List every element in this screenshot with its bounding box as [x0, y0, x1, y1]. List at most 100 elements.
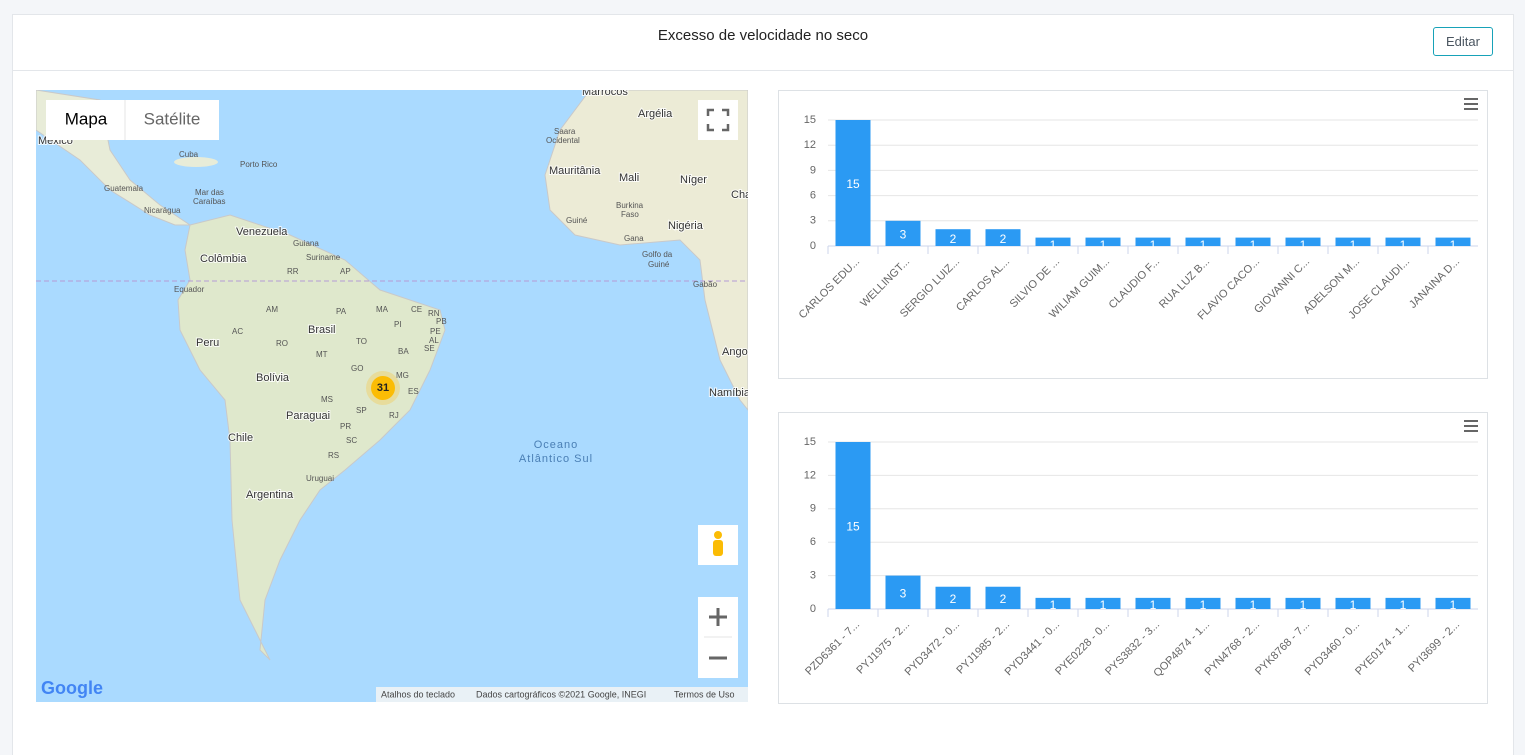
x-tick-label: WELLINGT...	[858, 256, 912, 310]
y-tick-label: 12	[804, 469, 816, 481]
map-type-control	[46, 100, 219, 140]
x-tick-label: PZD6361 - 7...	[803, 619, 862, 678]
bar[interactable]	[1085, 237, 1121, 246]
y-tick-label: 6	[810, 190, 816, 202]
place-label: Bolívia	[256, 372, 290, 384]
place-label: PB	[436, 317, 447, 326]
place-label: Suriname	[306, 253, 341, 262]
data-label: 3	[900, 586, 907, 600]
place-label: CE	[411, 305, 422, 314]
y-tick-label: 6	[810, 536, 816, 548]
place-label: Mali	[619, 172, 639, 184]
bar[interactable]	[1285, 237, 1321, 246]
satellite-button[interactable]: Satélite	[144, 109, 201, 128]
place-label: BA	[398, 347, 409, 356]
place-label: MA	[376, 305, 389, 314]
x-tick-label: CARLOS EDU...	[797, 256, 863, 322]
bar[interactable]	[985, 586, 1021, 609]
place-label: ES	[408, 387, 419, 396]
data-label: 1	[1400, 598, 1407, 612]
place-label: Colômbia	[200, 253, 247, 265]
bar[interactable]	[1235, 237, 1271, 246]
place-label: RN	[428, 309, 440, 318]
map-button[interactable]: Mapa	[65, 109, 108, 128]
place-label: Nigéria	[668, 220, 704, 232]
bar[interactable]	[1135, 237, 1171, 246]
y-tick-label: 9	[810, 503, 816, 515]
fullscreen-button[interactable]	[698, 100, 738, 140]
place-label: Faso	[621, 210, 639, 219]
chart-menu-button[interactable]	[1464, 420, 1478, 432]
place-label: Burkina	[616, 201, 644, 210]
y-tick-label: 0	[810, 603, 816, 615]
bar[interactable]	[1185, 237, 1221, 246]
attribution[interactable]: Atalhos do teclado	[381, 689, 455, 699]
place-label: Golfo da	[642, 250, 673, 259]
y-tick-label: 12	[804, 139, 816, 151]
place-label: Atlântico Sul	[519, 453, 593, 465]
place-label: TO	[356, 337, 367, 346]
data-label: 1	[1150, 238, 1157, 252]
data-label: 15	[846, 520, 860, 534]
bar[interactable]	[1035, 237, 1071, 246]
land	[177, 214, 446, 661]
bar[interactable]	[1385, 597, 1421, 609]
bar[interactable]	[985, 229, 1021, 246]
data-label: 1	[1450, 238, 1457, 252]
land	[544, 90, 748, 411]
attribution: Dados cartográficos ©2021 Google, INEGI	[476, 689, 646, 699]
place-label: Caraíbas	[193, 197, 225, 206]
bar[interactable]	[885, 575, 921, 609]
place-label: Ango	[722, 346, 748, 358]
place-label: SE	[424, 344, 435, 353]
place-label: Argentina	[246, 489, 294, 501]
place-label: Mauritânia	[549, 165, 601, 177]
chart-panel: 0 3 6 9 12 15 15 PZD6361 - 7... 3 PYJ1975 - 2... 2…	[778, 412, 1488, 704]
bar[interactable]	[1335, 237, 1371, 246]
place-label: AM	[266, 305, 278, 314]
bar[interactable]	[1385, 237, 1421, 246]
place-label: Gabão	[693, 280, 718, 289]
place-label: RJ	[389, 411, 399, 420]
bar[interactable]	[1435, 597, 1471, 609]
bar[interactable]	[1185, 597, 1221, 609]
data-label: 1	[1450, 598, 1457, 612]
bar[interactable]	[1085, 597, 1121, 609]
place-label: SC	[346, 436, 357, 445]
bar[interactable]	[835, 442, 871, 609]
bar[interactable]	[1285, 597, 1321, 609]
cluster-marker[interactable]	[371, 376, 395, 400]
data-label: 1	[1050, 238, 1057, 252]
place-label: Namíbia	[709, 387, 748, 399]
attribution[interactable]: Termos de Uso	[674, 689, 735, 699]
place-label: Brasil	[308, 324, 336, 336]
y-tick-label: 3	[810, 570, 816, 582]
bar[interactable]	[1135, 597, 1171, 609]
data-label: 1	[1100, 598, 1107, 612]
bar[interactable]	[1035, 597, 1071, 609]
bar[interactable]	[1435, 237, 1471, 246]
place-label: Cha	[731, 189, 748, 201]
data-label: 2	[1000, 232, 1007, 246]
map[interactable]: Marrocos Argélia México Cuba Porto Rico …	[36, 90, 748, 702]
bar[interactable]	[1235, 597, 1271, 609]
card-title: Excesso de velocidade no seco	[657, 27, 869, 44]
edit-button[interactable]: Editar	[1433, 27, 1493, 56]
google-logo: Google	[41, 678, 103, 698]
bar[interactable]	[935, 586, 971, 609]
chart-panel: 0 3 6 9 12 15 15 CARLOS EDU... 3 WELLINGT... 2 SERG…	[778, 90, 1488, 379]
place-label: Chile	[228, 432, 253, 444]
chart-menu-button[interactable]	[1464, 98, 1478, 110]
y-tick-label: 9	[810, 164, 816, 176]
x-tick-label: RUA LUZ B...	[1157, 256, 1212, 311]
bar[interactable]	[885, 220, 921, 246]
place-label: RR	[287, 267, 299, 276]
bar[interactable]	[835, 120, 871, 246]
bar[interactable]	[935, 229, 971, 246]
place-label: Saara	[554, 127, 576, 136]
place-label: AP	[340, 267, 351, 276]
bar[interactable]	[1335, 597, 1371, 609]
data-label: 1	[1050, 598, 1057, 612]
place-label: Mar das	[195, 188, 224, 197]
place-label: Marrocos	[582, 90, 628, 98]
